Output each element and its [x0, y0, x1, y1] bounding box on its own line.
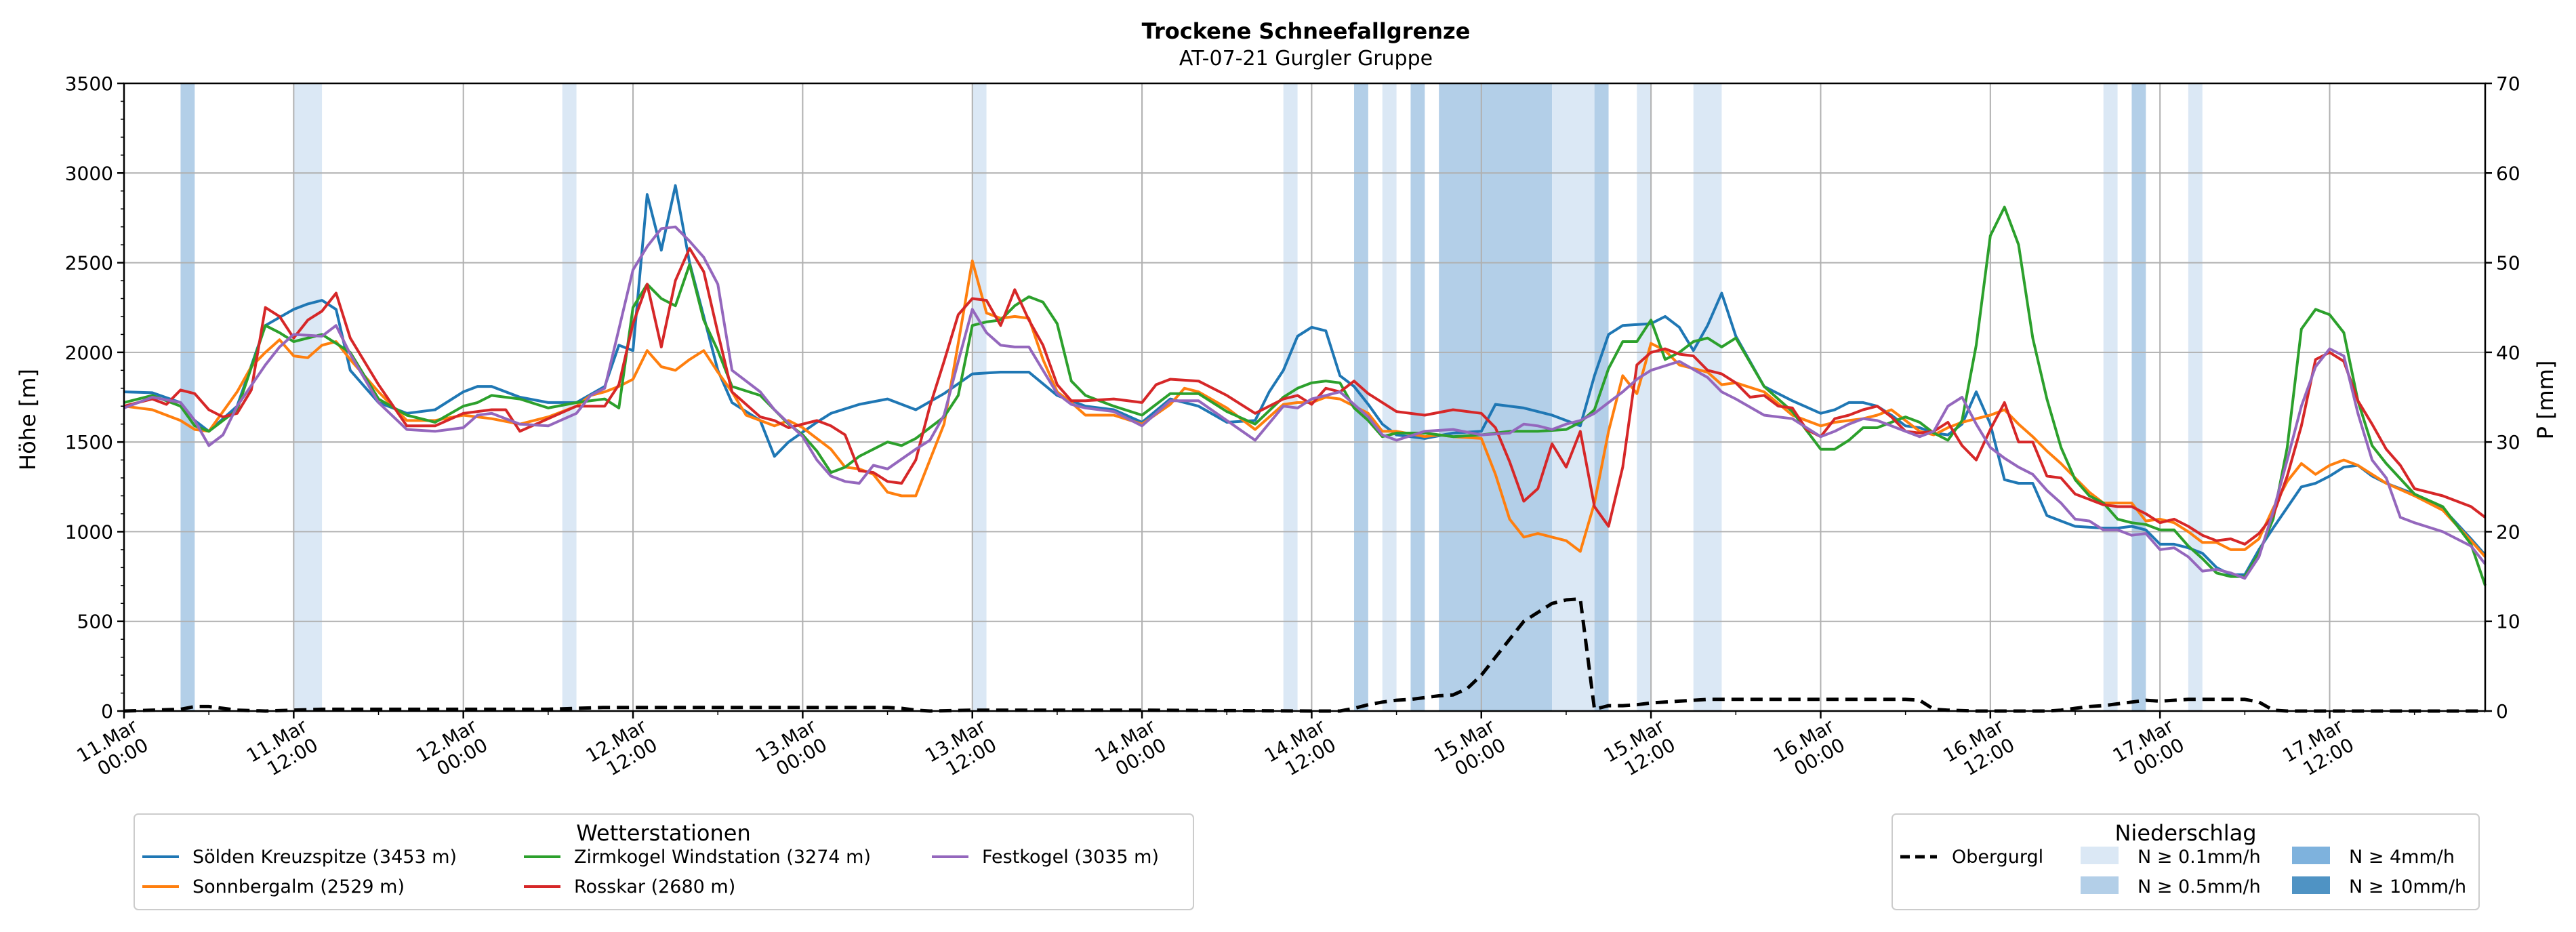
- y-tick-label-7: 3500: [65, 73, 113, 95]
- legend-precip-label-2: N ≥ 4mm/h: [2349, 847, 2455, 868]
- legend-precip-swatch-3: [2292, 876, 2330, 894]
- legend-precip-label-0: N ≥ 0.1mm/h: [2138, 847, 2261, 868]
- legend-precip-frame: [1892, 813, 2480, 910]
- y2-tick-label-5: 50: [2496, 252, 2520, 275]
- precip-band-12: [1693, 83, 1722, 711]
- plot-frame: [123, 82, 2487, 712]
- legend-stations-title: Wetterstationen: [576, 820, 750, 846]
- precip-band-1: [293, 83, 323, 711]
- legend-precip-swatch-2: [2292, 847, 2330, 864]
- y2-axis-label: P [mm]: [2533, 361, 2558, 440]
- legend-obergurgl-label: Obergurgl: [1952, 847, 2043, 868]
- y-tick-label-4: 2000: [65, 342, 113, 364]
- precip-band-13: [2103, 83, 2118, 711]
- y-tick-label-2: 1000: [65, 521, 113, 543]
- precip-band-15: [2188, 83, 2203, 711]
- precip-band-6: [1382, 83, 1397, 711]
- series-lines: [123, 184, 2487, 713]
- precip-band-3: [972, 83, 987, 711]
- legend-niederschlag: Niederschlag Obergurgl N ≥ 0.1mm/h N ≥ 0.5…: [1892, 813, 2480, 910]
- series-line-4: [123, 225, 2487, 580]
- series-line-2: [123, 205, 2487, 586]
- legend-station-label: Festkogel (3035 m): [982, 847, 1159, 868]
- legend-precip-title: Niederschlag: [2114, 820, 2256, 846]
- legend-stations-frame: [134, 813, 1194, 910]
- y2-tick-label-7: 70: [2496, 73, 2520, 95]
- y-tick-label-1: 500: [77, 611, 113, 633]
- legend-precip-swatch-1: [2081, 876, 2119, 894]
- series-line-5: [123, 597, 2485, 713]
- y-tick-label-0: 0: [101, 700, 113, 723]
- series-line-3: [123, 247, 2487, 546]
- precip-band-0: [180, 83, 195, 711]
- legend-station-label: Zirmkogel Windstation (3274 m): [574, 847, 871, 868]
- precip-band-11: [1637, 83, 1652, 711]
- y-tick-label-3: 1500: [65, 431, 113, 453]
- chart-title: Trockene Schneefallgrenze: [1142, 18, 1471, 44]
- legend-station-label: Sonnbergalm (2529 m): [192, 876, 405, 897]
- precip-band-7: [1410, 83, 1425, 711]
- y2-tick-label-2: 20: [2496, 521, 2520, 543]
- legend-precip-label-1: N ≥ 0.5mm/h: [2138, 876, 2261, 897]
- legend-precip-swatch-0: [2081, 847, 2119, 864]
- y-tick-label-6: 3000: [65, 162, 113, 184]
- chart-subtitle: AT-07-21 Gurgler Gruppe: [1179, 47, 1433, 70]
- y-axis-label: Höhe [m]: [15, 369, 41, 470]
- y2-tick-label-1: 10: [2496, 611, 2520, 633]
- y2-tick-label-4: 40: [2496, 342, 2520, 364]
- legend-precip-label-3: N ≥ 10mm/h: [2349, 876, 2466, 897]
- legend-wetterstationen: Wetterstationen Sölden Kreuzspitze (3453…: [134, 813, 1194, 910]
- grid-lines: [123, 83, 2485, 712]
- precip-band-10: [1594, 83, 1609, 711]
- precip-band-2: [562, 83, 577, 711]
- precip-band-8: [1439, 83, 1553, 711]
- y2-tick-label-6: 60: [2496, 162, 2520, 184]
- y-tick-label-5: 2500: [65, 252, 113, 275]
- y2-tick-label-3: 30: [2496, 431, 2520, 453]
- precip-band-14: [2131, 83, 2146, 711]
- legend-station-label: Rosskar (2680 m): [574, 876, 735, 897]
- legend-station-label: Sölden Kreuzspitze (3453 m): [192, 847, 457, 868]
- y2-tick-label-0: 0: [2496, 700, 2508, 723]
